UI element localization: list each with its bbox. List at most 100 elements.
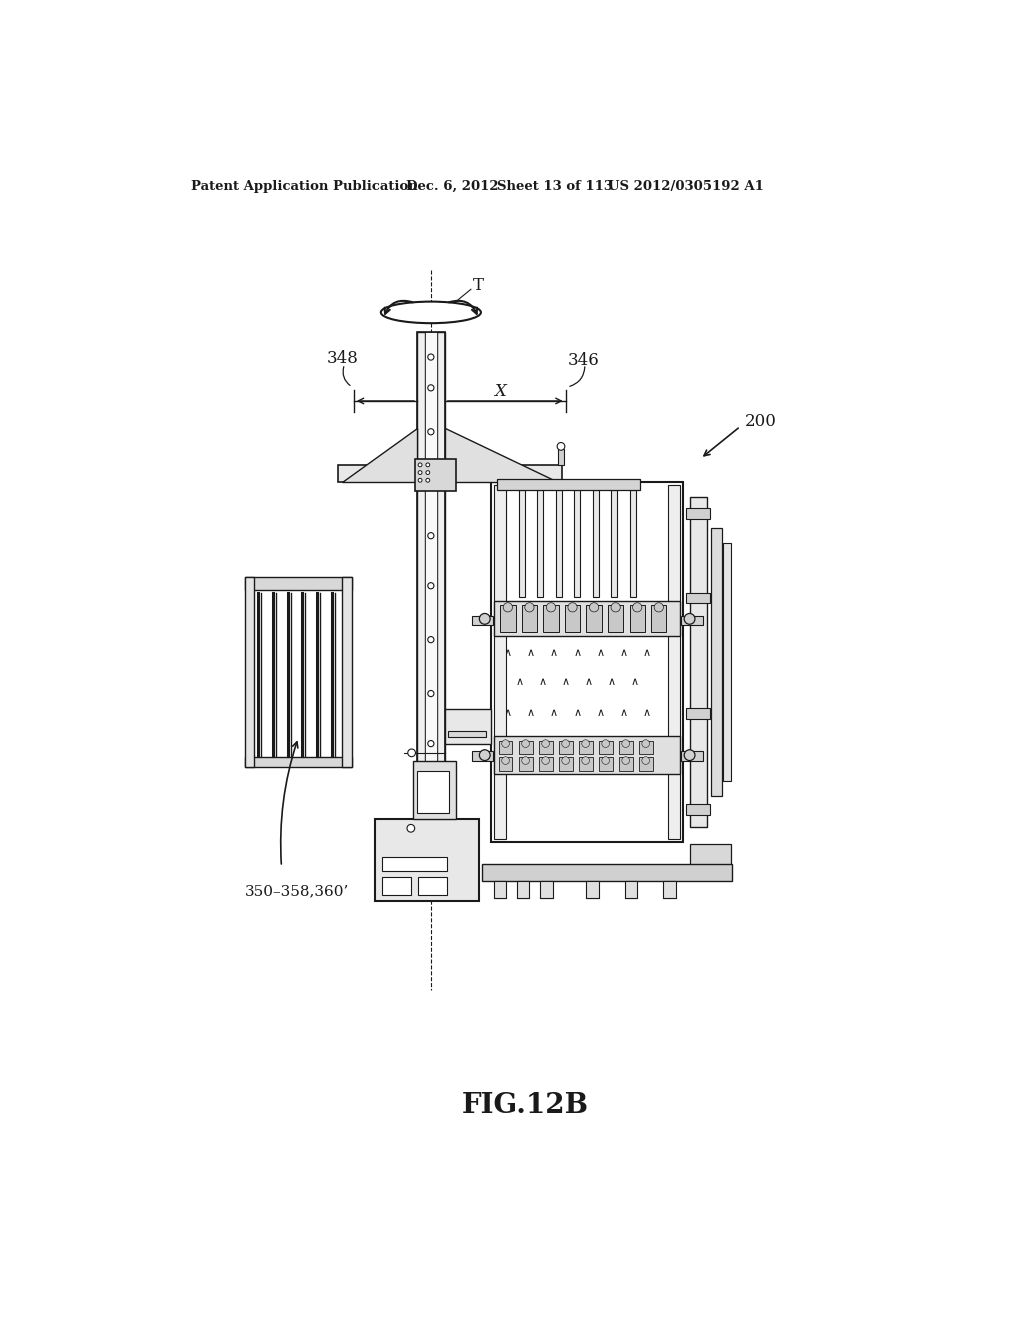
Text: US 2012/0305192 A1: US 2012/0305192 A1 xyxy=(608,180,764,193)
Bar xyxy=(494,737,680,775)
Polygon shape xyxy=(342,428,417,482)
Circle shape xyxy=(622,756,630,764)
Circle shape xyxy=(426,478,430,482)
Bar xyxy=(499,758,512,771)
Bar xyxy=(518,741,532,755)
Bar xyxy=(559,758,572,771)
Bar xyxy=(417,331,444,807)
Circle shape xyxy=(547,603,556,612)
Bar xyxy=(556,490,562,598)
Text: ∧: ∧ xyxy=(596,708,604,718)
Bar xyxy=(382,876,411,895)
Bar xyxy=(500,490,506,598)
Circle shape xyxy=(479,750,490,760)
Text: Dec. 6, 2012: Dec. 6, 2012 xyxy=(407,180,499,193)
Circle shape xyxy=(642,739,649,747)
Bar xyxy=(681,615,702,626)
Bar xyxy=(686,708,711,719)
Bar xyxy=(625,880,637,898)
Bar xyxy=(472,751,494,760)
Circle shape xyxy=(602,739,609,747)
Text: ∧: ∧ xyxy=(539,677,547,686)
Text: Patent Application Publication: Patent Application Publication xyxy=(190,180,418,193)
Bar xyxy=(494,484,506,840)
Bar xyxy=(245,758,351,767)
Bar xyxy=(668,484,680,840)
Bar xyxy=(611,490,617,598)
Text: FIG.12B: FIG.12B xyxy=(461,1092,589,1119)
Circle shape xyxy=(557,442,565,450)
Circle shape xyxy=(611,603,621,612)
Bar xyxy=(544,605,559,632)
Bar xyxy=(686,593,711,603)
Text: Sheet 13 of 113: Sheet 13 of 113 xyxy=(497,180,613,193)
Bar xyxy=(500,605,515,632)
Bar xyxy=(651,605,667,632)
Text: ∧: ∧ xyxy=(504,648,512,657)
Text: ∧: ∧ xyxy=(620,708,628,718)
Text: ∧: ∧ xyxy=(561,677,569,686)
Circle shape xyxy=(408,748,416,756)
Circle shape xyxy=(426,463,430,467)
Bar xyxy=(342,577,351,767)
Text: ∧: ∧ xyxy=(573,648,582,657)
Bar xyxy=(689,843,731,866)
Bar xyxy=(558,450,564,465)
Bar xyxy=(494,880,506,898)
Bar xyxy=(490,482,683,842)
Circle shape xyxy=(684,750,695,760)
Bar xyxy=(517,880,529,898)
Text: T: T xyxy=(473,277,484,294)
Bar xyxy=(587,880,599,898)
Text: ∧: ∧ xyxy=(550,648,558,657)
Circle shape xyxy=(418,463,422,467)
Circle shape xyxy=(479,614,490,624)
Bar xyxy=(587,605,602,632)
Circle shape xyxy=(582,739,590,747)
Text: 348: 348 xyxy=(327,350,358,367)
Circle shape xyxy=(428,429,434,434)
Polygon shape xyxy=(444,428,558,482)
Bar xyxy=(499,741,512,755)
Text: ∧: ∧ xyxy=(550,708,558,718)
Bar xyxy=(538,490,544,598)
Bar xyxy=(339,465,562,482)
Text: 346: 346 xyxy=(568,352,600,370)
Circle shape xyxy=(418,471,422,474)
Bar xyxy=(664,880,676,898)
Bar xyxy=(681,751,702,760)
Circle shape xyxy=(684,614,695,624)
Circle shape xyxy=(502,756,509,764)
Circle shape xyxy=(428,741,434,747)
Circle shape xyxy=(428,385,434,391)
Circle shape xyxy=(426,471,430,474)
Circle shape xyxy=(633,603,642,612)
Circle shape xyxy=(428,690,434,697)
Bar xyxy=(689,498,707,826)
Text: ∧: ∧ xyxy=(515,677,523,686)
Bar xyxy=(630,490,636,598)
Circle shape xyxy=(562,739,569,747)
Circle shape xyxy=(602,756,609,764)
Circle shape xyxy=(590,603,599,612)
Bar xyxy=(724,544,731,780)
Bar xyxy=(245,577,351,590)
Text: ∧: ∧ xyxy=(504,708,512,718)
Bar xyxy=(447,731,486,738)
Circle shape xyxy=(525,603,535,612)
Circle shape xyxy=(562,756,569,764)
Text: 350–358,360’: 350–358,360’ xyxy=(245,884,349,899)
Circle shape xyxy=(542,756,550,764)
Text: X: X xyxy=(495,383,506,400)
Text: ∧: ∧ xyxy=(631,677,639,686)
Bar xyxy=(639,758,652,771)
Circle shape xyxy=(428,636,434,643)
Bar xyxy=(518,758,532,771)
Bar xyxy=(559,741,572,755)
Bar xyxy=(518,490,524,598)
Circle shape xyxy=(622,739,630,747)
Text: ∧: ∧ xyxy=(585,677,593,686)
Circle shape xyxy=(428,532,434,539)
Bar xyxy=(494,601,680,636)
Bar xyxy=(599,758,612,771)
